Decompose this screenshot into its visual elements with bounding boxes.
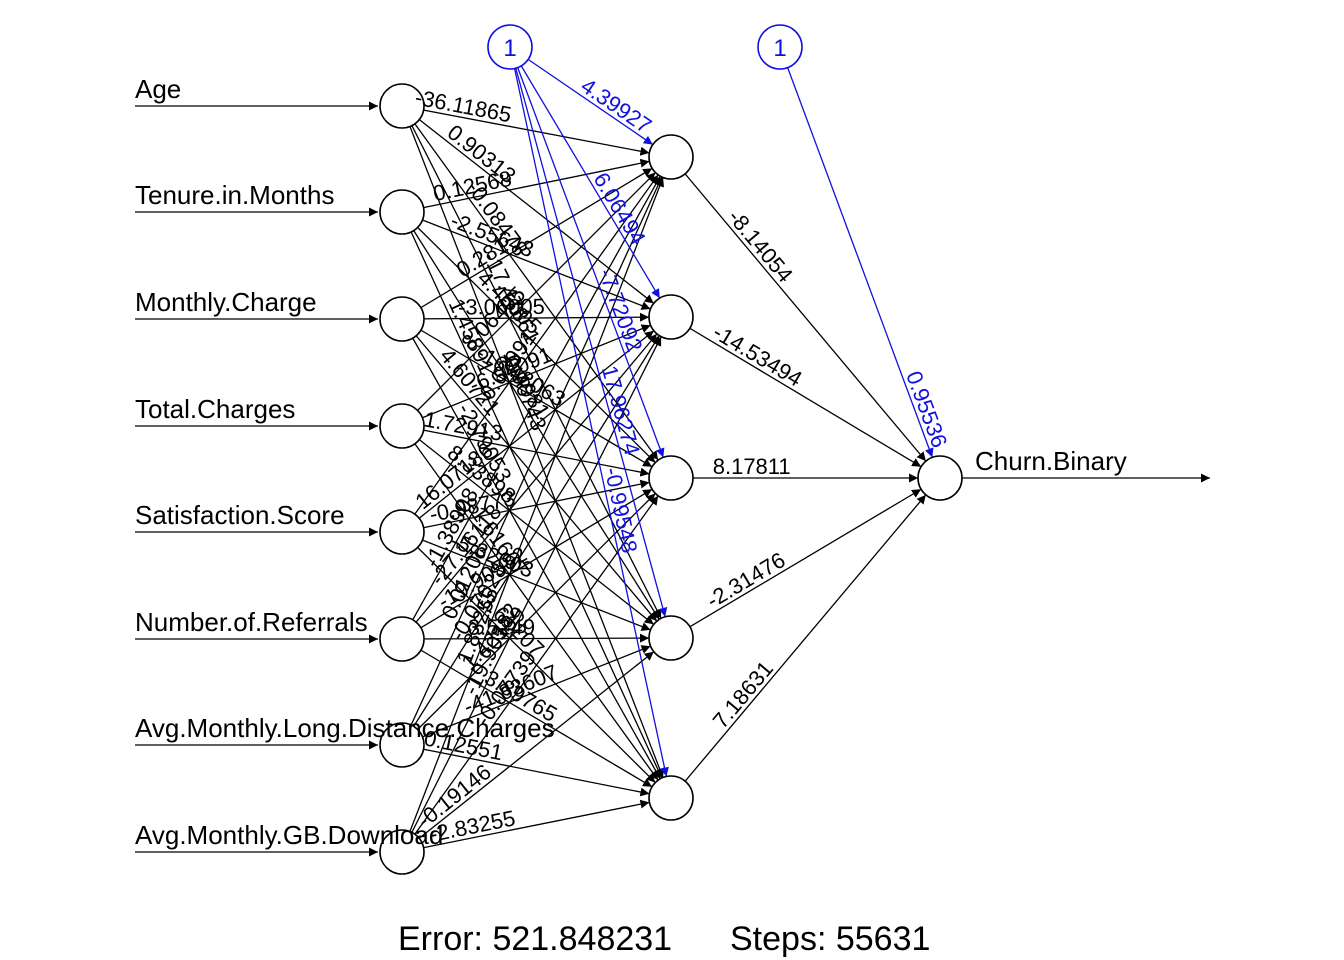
bias-weight-label: 17.96274: [597, 363, 645, 458]
error-text: Error: 521.848231: [398, 920, 672, 958]
input-node: [379, 296, 425, 342]
input-hidden-edge: [401, 336, 662, 853]
input-label: Tenure.in.Months: [135, 180, 334, 210]
input-hidden-edge: [401, 318, 661, 780]
bias-hidden-edge: [509, 46, 669, 777]
input-hidden-edge: [401, 633, 650, 643]
input-node: [379, 616, 425, 662]
input-node: [379, 722, 425, 768]
hidden-node: [648, 455, 694, 501]
input-label: Satisfaction.Score: [135, 500, 345, 530]
input-hidden-edge: [401, 211, 663, 779]
input-hidden-edge: [401, 105, 655, 304]
hidden-output-edge: [670, 316, 922, 468]
bias-hidden-edge: [509, 46, 668, 617]
hidden-output-edge: [670, 494, 927, 799]
hidden-node: [648, 294, 694, 340]
input-node: [379, 189, 425, 235]
steps-text: Steps: 55631: [730, 920, 930, 958]
hidden-node: [648, 615, 694, 661]
input-hidden-edge: [401, 105, 650, 156]
input-label: Age: [135, 74, 181, 104]
bias-weight-label: 4.39927: [576, 73, 656, 139]
weight-label: 7.18631: [708, 656, 778, 733]
footer: Error: 521.848231 Steps: 55631: [398, 920, 930, 958]
output-node: [917, 455, 963, 501]
input-hidden-edge: [401, 176, 663, 746]
input-hidden-edge: [401, 175, 661, 640]
bias-node: [757, 24, 803, 70]
input-hidden-edge: [401, 167, 653, 320]
weight-label: -2.31476: [702, 547, 789, 613]
bias-weight-label: 6.06494: [589, 168, 651, 249]
input-hidden-edge: [401, 531, 651, 631]
input-hidden-edge: [401, 105, 662, 619]
bias-output-edge: [779, 46, 934, 458]
input-label: Avg.Monthly.Long.Distance.Charges: [135, 713, 555, 743]
input-hidden-edge: [401, 531, 656, 783]
hidden-output-edge: [670, 156, 927, 462]
weight-label: -36.11865: [413, 85, 513, 128]
input-hidden-edge: [401, 318, 653, 468]
bias-hidden-edge: [509, 46, 654, 146]
input-hidden-edge: [401, 425, 650, 477]
input-hidden-edge: [401, 495, 659, 853]
input-hidden-edge: [401, 174, 659, 533]
bias-weight-label: 0.95536: [901, 368, 952, 451]
input-hidden-edge: [401, 493, 656, 746]
output-label: Churn.Binary: [975, 446, 1127, 476]
input-hidden-edge: [401, 324, 651, 427]
weight-label: -3.06005: [458, 294, 545, 320]
edges-layer: [135, 46, 1210, 857]
weight-label: 3.5249: [468, 615, 535, 640]
input-hidden-edge: [401, 799, 650, 853]
input-hidden-edge: [401, 335, 660, 746]
bias-weight-label: -7.72092: [594, 265, 648, 355]
input-label: Monthly.Charge: [135, 287, 317, 317]
labels-layer: Age Tenure.in.Months Monthly.Charge Total.C…: [135, 73, 1127, 850]
hidden-node: [648, 775, 694, 821]
input-node: [379, 829, 425, 875]
bias-label: 1: [503, 35, 516, 62]
input-hidden-edge: [401, 333, 658, 640]
hidden-node: [648, 134, 694, 180]
input-hidden-edge: [401, 318, 658, 622]
input-node: [379, 83, 425, 129]
input-hidden-edge: [401, 330, 655, 533]
input-label: Total.Charges: [135, 394, 295, 424]
input-hidden-edge: [401, 312, 650, 322]
bias-node: [487, 24, 533, 70]
input-hidden-edge: [401, 479, 650, 533]
input-hidden-edge: [401, 645, 651, 746]
input-hidden-edge: [401, 158, 650, 213]
input-hidden-edge: [401, 105, 659, 461]
hidden-output-edge: [670, 488, 922, 639]
input-node: [379, 509, 425, 555]
input-node: [379, 403, 425, 449]
input-label: Avg.Monthly.GB.Download: [135, 820, 443, 850]
input-label: Number.of.Referrals: [135, 607, 368, 637]
input-hidden-edge: [401, 211, 660, 620]
bias-hidden-edge: [509, 46, 661, 299]
input-hidden-edge: [401, 651, 655, 853]
input-hidden-edge: [401, 177, 665, 853]
input-hidden-edge: [401, 425, 659, 781]
input-hidden-edge: [401, 638, 653, 788]
input-hidden-edge: [401, 744, 650, 797]
weight-label: -8.14054: [723, 205, 798, 288]
weight-label: 8.17811: [713, 454, 791, 479]
input-hidden-edge: [401, 211, 656, 463]
weight-label: -14.53494: [709, 319, 807, 391]
bias-label: 1: [773, 35, 786, 62]
input-hidden-edge: [401, 105, 664, 778]
input-hidden-edge: [401, 172, 656, 427]
bias-hidden-edge: [509, 46, 665, 458]
